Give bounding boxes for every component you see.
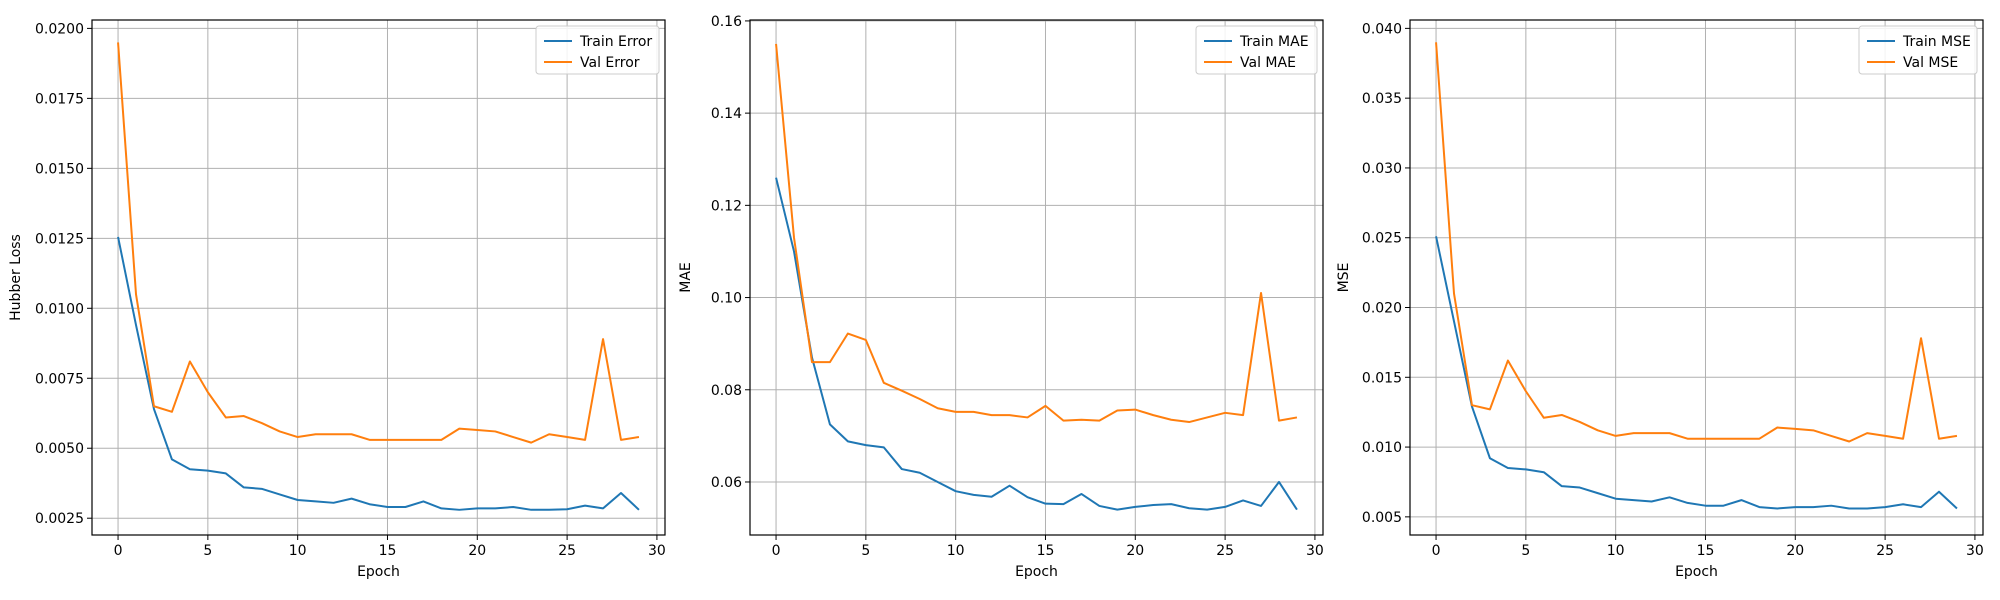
plot-frame xyxy=(91,19,666,536)
plot-frame xyxy=(1409,19,1984,536)
x-tick-label: 20 xyxy=(1786,543,1804,559)
x-tick-label: 15 xyxy=(379,543,397,559)
x-tick-label: 30 xyxy=(648,543,666,559)
y-tick-label: 0.0025 xyxy=(35,511,84,527)
legend: Train MAE Val MAE xyxy=(1195,25,1318,75)
series-line-train-error xyxy=(117,236,640,511)
x-tick-label: 30 xyxy=(1306,543,1324,559)
y-tick-label: 0.030 xyxy=(1362,161,1402,177)
series-line-val-mae xyxy=(775,43,1298,424)
x-tick-label: 0 xyxy=(1432,543,1441,559)
x-tick-label: 0 xyxy=(114,543,123,559)
legend: Train MSE Val MSE xyxy=(1858,25,1978,75)
x-tick-label: 30 xyxy=(1966,543,1984,559)
legend: Train Error Val Error xyxy=(535,25,660,75)
x-tick-label: 25 xyxy=(1876,543,1894,559)
y-tick-label: 0.015 xyxy=(1362,370,1402,386)
x-tick-label: 10 xyxy=(1607,543,1625,559)
y-tick-label: 0.020 xyxy=(1362,301,1402,317)
legend-label: Train MAE xyxy=(1239,34,1309,50)
legend-label: Train MSE xyxy=(1902,34,1971,50)
x-tick-label: 25 xyxy=(558,543,576,559)
y-axis-label: MSE xyxy=(1336,263,1352,293)
x-tick-label: 10 xyxy=(289,543,307,559)
y-tick-label: 0.0050 xyxy=(35,441,84,457)
chart-panel-1: 0 5 10 15 20 25 30 0.0025 0.0050 0.0075 0.0100 0.01… xyxy=(8,19,666,580)
y-axis-label: MAE xyxy=(678,262,694,293)
y-tick-label: 0.0175 xyxy=(35,91,84,107)
legend-label: Val MAE xyxy=(1240,55,1296,71)
x-tick-label: 10 xyxy=(947,543,965,559)
y-tick-label: 0.035 xyxy=(1362,91,1402,107)
y-tick-label: 0.12 xyxy=(711,198,742,214)
series-line-train-mse xyxy=(1435,236,1958,510)
y-tick-label: 0.08 xyxy=(711,383,742,399)
x-tick-label: 15 xyxy=(1697,543,1715,559)
y-tick-label: 0.14 xyxy=(711,106,742,122)
x-tick-label: 5 xyxy=(1521,543,1530,559)
x-tick-label: 20 xyxy=(1126,543,1144,559)
y-tick-label: 0.0100 xyxy=(35,301,84,317)
x-axis-label: Epoch xyxy=(1015,564,1058,580)
series-line-val-error xyxy=(117,42,640,444)
chart-panel-2: 0 5 10 15 20 25 30 0.06 0.08 0.10 0.12 0.14 0.16 Epoc… xyxy=(678,14,1324,580)
y-tick-label: 0.040 xyxy=(1362,21,1402,37)
legend-label: Val MSE xyxy=(1903,55,1958,71)
y-tick-label: 0.0075 xyxy=(35,371,84,387)
y-tick-label: 0.005 xyxy=(1362,510,1402,526)
y-tick-label: 0.0150 xyxy=(35,161,84,177)
series-line-train-mae xyxy=(775,177,1298,511)
x-tick-label: 5 xyxy=(861,543,870,559)
x-tick-label: 5 xyxy=(203,543,212,559)
legend-label: Train Error xyxy=(579,34,652,50)
x-tick-label: 15 xyxy=(1037,543,1055,559)
x-tick-label: 20 xyxy=(468,543,486,559)
y-tick-label: 0.025 xyxy=(1362,231,1402,247)
x-axis-label: Epoch xyxy=(1675,564,1718,580)
y-axis-label: Hubber Loss xyxy=(8,234,24,321)
y-tick-label: 0.06 xyxy=(711,475,742,491)
x-axis-label: Epoch xyxy=(357,564,400,580)
y-tick-label: 0.010 xyxy=(1362,440,1402,456)
y-tick-label: 0.16 xyxy=(711,14,742,30)
plot-frame xyxy=(749,19,1324,536)
y-tick-label: 0.10 xyxy=(711,291,742,307)
y-tick-label: 0.0125 xyxy=(35,231,84,247)
x-tick-label: 25 xyxy=(1216,543,1234,559)
series-line-val-mse xyxy=(1435,42,1958,443)
chart-panel-3: 0 5 10 15 20 25 30 0.005 0.010 0.015 0.020 0.025 0.0… xyxy=(1336,19,1984,580)
y-tick-label: 0.0200 xyxy=(35,21,84,37)
legend-label: Val Error xyxy=(580,55,640,71)
x-tick-label: 0 xyxy=(772,543,781,559)
